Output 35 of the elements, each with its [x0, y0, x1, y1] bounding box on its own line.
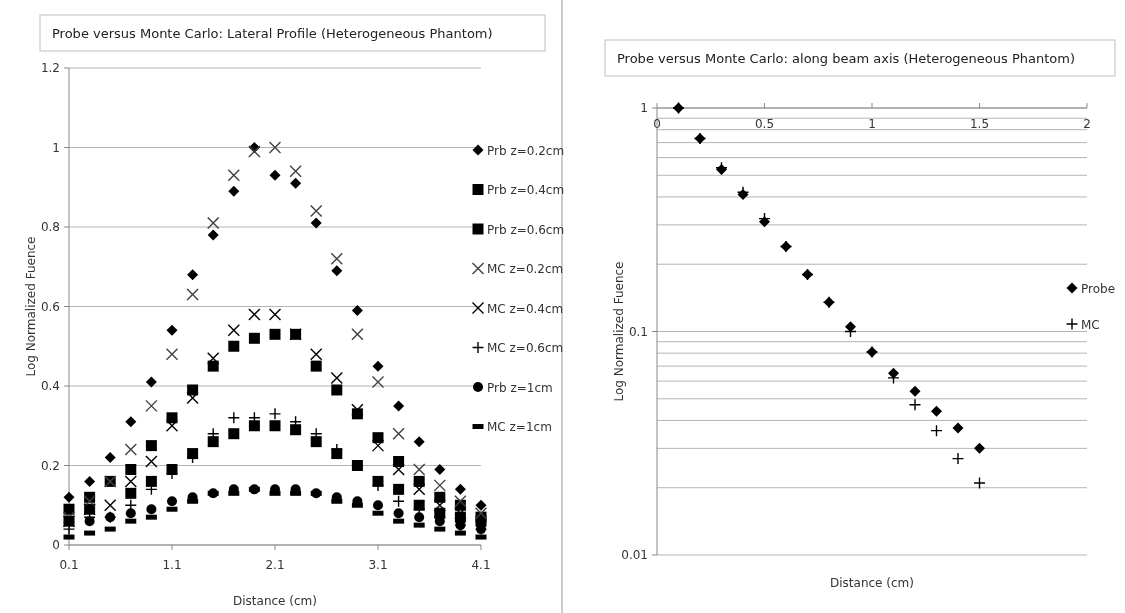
x-axis-title: Distance (cm): [233, 594, 317, 608]
legend-label: MC z=0.4cm: [487, 301, 564, 316]
legend-label: MC z=0.2cm: [487, 262, 564, 276]
x-tick-label: 0: [653, 117, 661, 131]
legend-label: Prb z=0.4cm: [487, 183, 565, 197]
legend-label: Prb z=1cm: [487, 380, 553, 395]
y-tick-label: 0.4: [40, 379, 60, 393]
y-axis-title: Log Normalized Fuence: [24, 236, 38, 377]
y-tick-label: 1.2: [40, 61, 60, 75]
x-tick-label: 2: [1083, 117, 1091, 131]
x-axis-title: Distance (cm): [830, 576, 914, 590]
y-tick-label: 0.01: [621, 548, 648, 562]
x-tick-label: 3.1: [368, 558, 388, 572]
x-tick-label: 0.5: [754, 117, 775, 131]
x-tick-label: 2.1: [265, 558, 285, 572]
y-tick-label: 0: [52, 538, 60, 552]
legend-label: MC z=0.6cm: [487, 341, 564, 355]
y-tick-label: 0.1: [628, 324, 648, 339]
legend-label: Prb z=0.6cm: [487, 222, 565, 237]
legend-label: Prb z=0.2cm: [487, 143, 565, 158]
legend-label: MC z=1cm: [487, 420, 552, 434]
legend-label: Probe: [1081, 281, 1116, 296]
y-tick-label: 1: [640, 101, 648, 115]
x-tick-label: 4.1: [471, 558, 491, 572]
y-tick-label: 1: [52, 140, 60, 155]
x-tick-label: 1: [868, 117, 876, 131]
y-tick-label: 0.2: [40, 458, 60, 473]
y-axis-title: Log Normalized Fuence: [612, 261, 626, 402]
y-tick-label: 0.8: [40, 220, 60, 234]
legend-label: MC: [1081, 317, 1100, 332]
chart-title: Probe versus Monte Carlo: Lateral Profile (Heterogeneous Phantom): [52, 26, 493, 41]
chart-title: Probe versus Monte Carlo: along beam axis (Heterogeneous Phantom): [617, 51, 1076, 66]
y-tick-label: 0.6: [40, 299, 60, 314]
x-tick-label: 1.5: [969, 117, 990, 131]
x-tick-label: 1.1: [162, 558, 182, 572]
